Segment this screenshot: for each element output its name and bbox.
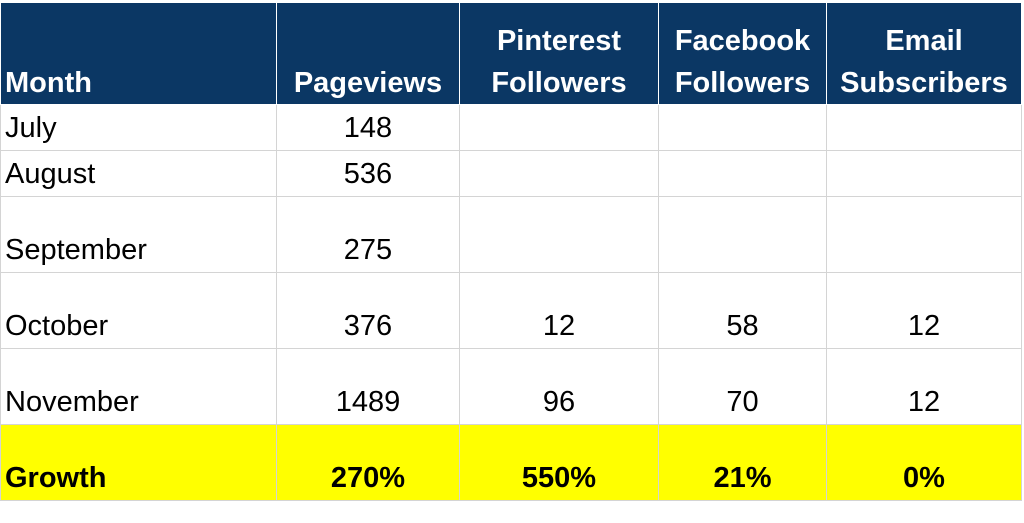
header-facebook-line1: Facebook	[674, 25, 811, 57]
pageviews-cell: 376	[276, 272, 460, 349]
facebook-cell: 70	[658, 348, 827, 425]
header-pinterest: Pinterest Followers	[459, 2, 659, 105]
header-pageviews: Pageviews	[276, 2, 460, 105]
table-row: August 536	[0, 150, 1022, 197]
pageviews-cell: 1489	[276, 348, 460, 425]
growth-pinterest: 550%	[459, 424, 659, 501]
growth-label: Growth	[0, 424, 277, 501]
header-email-line2: Subscribers	[840, 67, 1008, 99]
pinterest-cell: 12	[459, 272, 659, 349]
header-email: Email Subscribers	[826, 2, 1022, 105]
month-cell: July	[0, 104, 277, 151]
facebook-cell	[658, 104, 827, 151]
growth-email: 0%	[826, 424, 1022, 501]
header-month-label: Month	[5, 67, 92, 99]
month-cell: September	[0, 196, 277, 273]
header-facebook: Facebook Followers	[658, 2, 827, 105]
facebook-cell: 58	[658, 272, 827, 349]
table-row: July 148	[0, 104, 1022, 151]
header-month: Month	[0, 2, 277, 105]
facebook-cell	[658, 150, 827, 197]
header-row: Month Pageviews Pinterest Followers Face…	[0, 2, 1022, 105]
table-row: October 376 12 58 12	[0, 272, 1022, 349]
stats-table: Month Pageviews Pinterest Followers Face…	[0, 2, 1022, 501]
pageviews-cell: 148	[276, 104, 460, 151]
pageviews-cell: 275	[276, 196, 460, 273]
month-cell: November	[0, 348, 277, 425]
growth-pageviews: 270%	[276, 424, 460, 501]
email-cell: 12	[826, 348, 1022, 425]
header-pageviews-label: Pageviews	[293, 67, 443, 99]
header-pinterest-line1: Pinterest	[496, 25, 622, 57]
header-email-line1: Email	[885, 25, 963, 57]
month-cell: October	[0, 272, 277, 349]
email-cell: 12	[826, 272, 1022, 349]
table-row: November 1489 96 70 12	[0, 348, 1022, 425]
pinterest-cell: 96	[459, 348, 659, 425]
growth-row: Growth 270% 550% 21% 0%	[0, 424, 1022, 501]
email-cell	[826, 196, 1022, 273]
header-facebook-line2: Followers	[674, 67, 811, 99]
month-cell: August	[0, 150, 277, 197]
header-pinterest-line2: Followers	[491, 67, 627, 99]
email-cell	[826, 150, 1022, 197]
table-row: September 275	[0, 196, 1022, 273]
pinterest-cell	[459, 104, 659, 151]
pinterest-cell	[459, 196, 659, 273]
growth-facebook: 21%	[658, 424, 827, 501]
email-cell	[826, 104, 1022, 151]
pinterest-cell	[459, 150, 659, 197]
pageviews-cell: 536	[276, 150, 460, 197]
facebook-cell	[658, 196, 827, 273]
